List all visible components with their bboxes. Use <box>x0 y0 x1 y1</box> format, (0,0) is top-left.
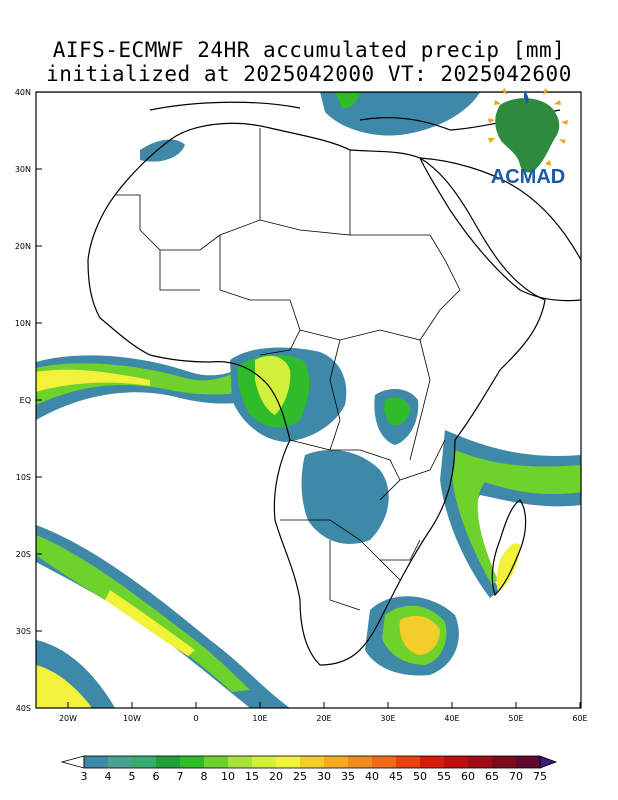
colorbar-swatch <box>156 756 181 768</box>
country-borders <box>115 128 461 611</box>
precip-southern-africa <box>301 450 389 544</box>
colorbar-swatch <box>492 756 517 768</box>
colorbar-label: 70 <box>509 770 523 783</box>
acmad-logo-text: ACMAD <box>491 166 565 188</box>
colorbar-label: 20 <box>269 770 283 783</box>
latitude-axis: 40N 30N 20N 10N EQ 10S 20S 30S 40S <box>15 88 42 713</box>
colorbar: 3 4 5 6 7 8 10 15 20 25 30 35 40 45 50 55 60 65 70 75 <box>60 755 558 783</box>
precip-indian-ocean-band-max <box>496 543 520 592</box>
lat-tick-label: 10N <box>15 319 31 328</box>
arabia-coastline <box>419 157 581 302</box>
colorbar-swatch <box>444 756 469 768</box>
lat-tick-label: 20S <box>16 550 31 559</box>
colorbar-swatch <box>372 756 397 768</box>
precip-band-atlantic-itcz-max <box>36 369 150 392</box>
precip-congo-basin-max <box>255 355 291 415</box>
africa-map-logo-icon <box>488 88 568 173</box>
colorbar-swatch <box>276 756 301 768</box>
colorbar-label: 35 <box>341 770 355 783</box>
colorbar-label: 30 <box>317 770 331 783</box>
colorbar-swatch <box>324 756 349 768</box>
colorbar-label: 8 <box>201 770 208 783</box>
madagascar-coastline <box>491 499 527 597</box>
colorbar-label: 7 <box>177 770 184 783</box>
colorbar-label: 55 <box>437 770 451 783</box>
lat-tick-label: EQ <box>20 396 31 405</box>
precip-fields <box>36 92 581 708</box>
lon-tick-label: 10W <box>123 714 141 723</box>
colorbar-swatch <box>300 756 325 768</box>
colorbar-swatch <box>204 756 229 768</box>
lon-tick-label: 10E <box>252 714 267 723</box>
colorbar-label: 10 <box>221 770 235 783</box>
map-title-line1: AIFS-ECMWF 24HR accumulated precip [mm] <box>52 38 566 62</box>
colorbar-label: 3 <box>81 770 88 783</box>
colorbar-label: 65 <box>485 770 499 783</box>
lon-tick-label: 40E <box>444 714 459 723</box>
acmad-logo: ACMAD <box>488 88 568 188</box>
colorbar-swatch <box>420 756 445 768</box>
colorbar-low-arrow <box>60 755 85 769</box>
lat-tick-label: 40S <box>16 704 31 713</box>
colorbar-swatch <box>108 756 133 768</box>
colorbar-swatch <box>180 756 205 768</box>
colorbar-label: 15 <box>245 770 259 783</box>
colorbar-swatch <box>252 756 277 768</box>
colorbar-label: 5 <box>129 770 136 783</box>
precip-indian-ocean-band-core <box>452 450 581 585</box>
colorbar-swatch <box>396 756 421 768</box>
precip-southeast-max <box>399 615 440 655</box>
colorbar-label: 60 <box>461 770 475 783</box>
lat-tick-label: 20N <box>15 242 31 251</box>
precip-mediterranean-core <box>335 92 360 109</box>
lon-tick-label: 0 <box>193 714 198 723</box>
colorbar-label: 6 <box>153 770 160 783</box>
colorbar-label: 75 <box>533 770 547 783</box>
colorbar-swatch <box>228 756 253 768</box>
precip-mediterranean-west <box>140 139 185 162</box>
colorbar-frame <box>83 755 541 769</box>
colorbar-label: 25 <box>293 770 307 783</box>
lat-tick-label: 30S <box>16 627 31 636</box>
lon-tick-label: 20W <box>59 714 77 723</box>
longitude-axis: 20W 10W 0 10E 20E 30E 40E 50E 60E <box>59 702 588 723</box>
colorbar-swatch <box>348 756 373 768</box>
precip-southwest-corner-core <box>36 665 92 708</box>
colorbar-swatch <box>468 756 493 768</box>
precip-south-atlantic-band-max <box>105 590 195 656</box>
colorbar-label: 4 <box>105 770 112 783</box>
precip-mediterranean <box>320 92 480 136</box>
map-title-line2: initialized at 2025042000 VT: 2025042600 <box>46 62 572 86</box>
lat-tick-label: 40N <box>15 88 31 97</box>
lat-tick-label: 30N <box>15 165 31 174</box>
colorbar-swatch <box>84 756 109 768</box>
precip-east-africa-lakes-core <box>384 397 410 426</box>
colorbar-swatch <box>132 756 157 768</box>
lon-tick-label: 30E <box>380 714 395 723</box>
africa-coastline <box>87 122 546 666</box>
colorbar-label: 40 <box>365 770 379 783</box>
lon-tick-label: 20E <box>316 714 331 723</box>
colorbar-swatch <box>516 756 541 768</box>
colorbar-label: 50 <box>413 770 427 783</box>
lon-tick-label: 50E <box>508 714 523 723</box>
lon-tick-label: 60E <box>572 714 587 723</box>
lat-tick-label: 10S <box>16 473 31 482</box>
colorbar-label: 45 <box>389 770 403 783</box>
colorbar-high-arrow <box>539 755 558 769</box>
